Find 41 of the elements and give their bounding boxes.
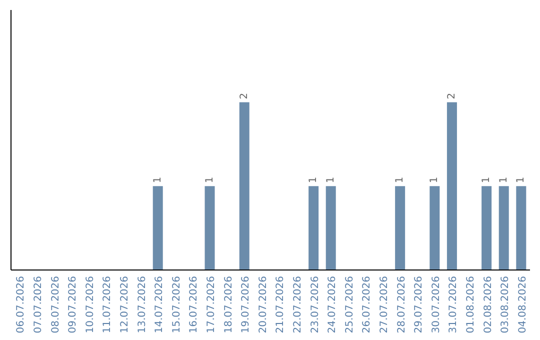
x-tick-label: 08.07.2026 (50, 276, 62, 334)
x-tick-label: 17.07.2026 (206, 276, 218, 334)
x-tick-label: 04.08.2026 (517, 276, 528, 334)
x-tick-label: 27.07.2026 (379, 276, 390, 334)
x-tick-label: 11.07.2026 (102, 276, 114, 334)
x-tick-label: 20.07.2026 (258, 276, 269, 334)
x-tick-label: 23.07.2026 (310, 276, 321, 334)
x-tick-label: 21.07.2026 (275, 276, 286, 334)
data-label: 1 (325, 176, 336, 184)
x-tick-label: 15.07.2026 (171, 276, 182, 334)
x-tick-label: 30.07.2026 (430, 276, 442, 334)
x-tick-label: 06.07.2026 (16, 276, 27, 334)
x-tick-label: 28.07.2026 (396, 276, 408, 334)
data-label: 1 (429, 176, 440, 184)
x-tick-label: 12.07.2026 (120, 276, 131, 334)
data-label: 1 (394, 176, 406, 184)
x-tick-label: 07.07.2026 (33, 276, 44, 334)
data-label: 1 (516, 176, 527, 184)
x-tick-label: 19.07.2026 (240, 276, 252, 334)
x-tick-label: 14.07.2026 (154, 276, 166, 334)
data-label: 2 (238, 92, 250, 100)
x-tick-label: 26.07.2026 (362, 276, 373, 334)
data-label: 1 (481, 176, 492, 184)
data-label: 2 (446, 92, 458, 100)
x-tick-label: 22.07.2026 (292, 276, 304, 334)
x-tick-label: 25.07.2026 (344, 276, 356, 334)
data-label: 1 (152, 176, 164, 184)
x-tick-label: 09.07.2026 (68, 276, 79, 334)
data-label: 1 (308, 176, 320, 184)
x-tick-label: 31.07.2026 (448, 276, 460, 334)
x-tick-label: 29.07.2026 (414, 276, 425, 334)
x-tick-label: 18.07.2026 (223, 276, 234, 334)
x-tick-label: 10.07.2026 (84, 276, 96, 334)
x-tick-label: 13.07.2026 (136, 276, 148, 334)
x-tick-label: 24.07.2026 (327, 276, 338, 334)
x-tick-label: 03.08.2026 (500, 276, 512, 334)
x-tick-label: 01.08.2026 (466, 276, 477, 334)
x-tick-label: 02.08.2026 (482, 276, 494, 334)
x-tick-label: 16.07.2026 (188, 276, 200, 334)
data-label: 1 (498, 176, 510, 184)
data-label: 1 (204, 176, 216, 184)
